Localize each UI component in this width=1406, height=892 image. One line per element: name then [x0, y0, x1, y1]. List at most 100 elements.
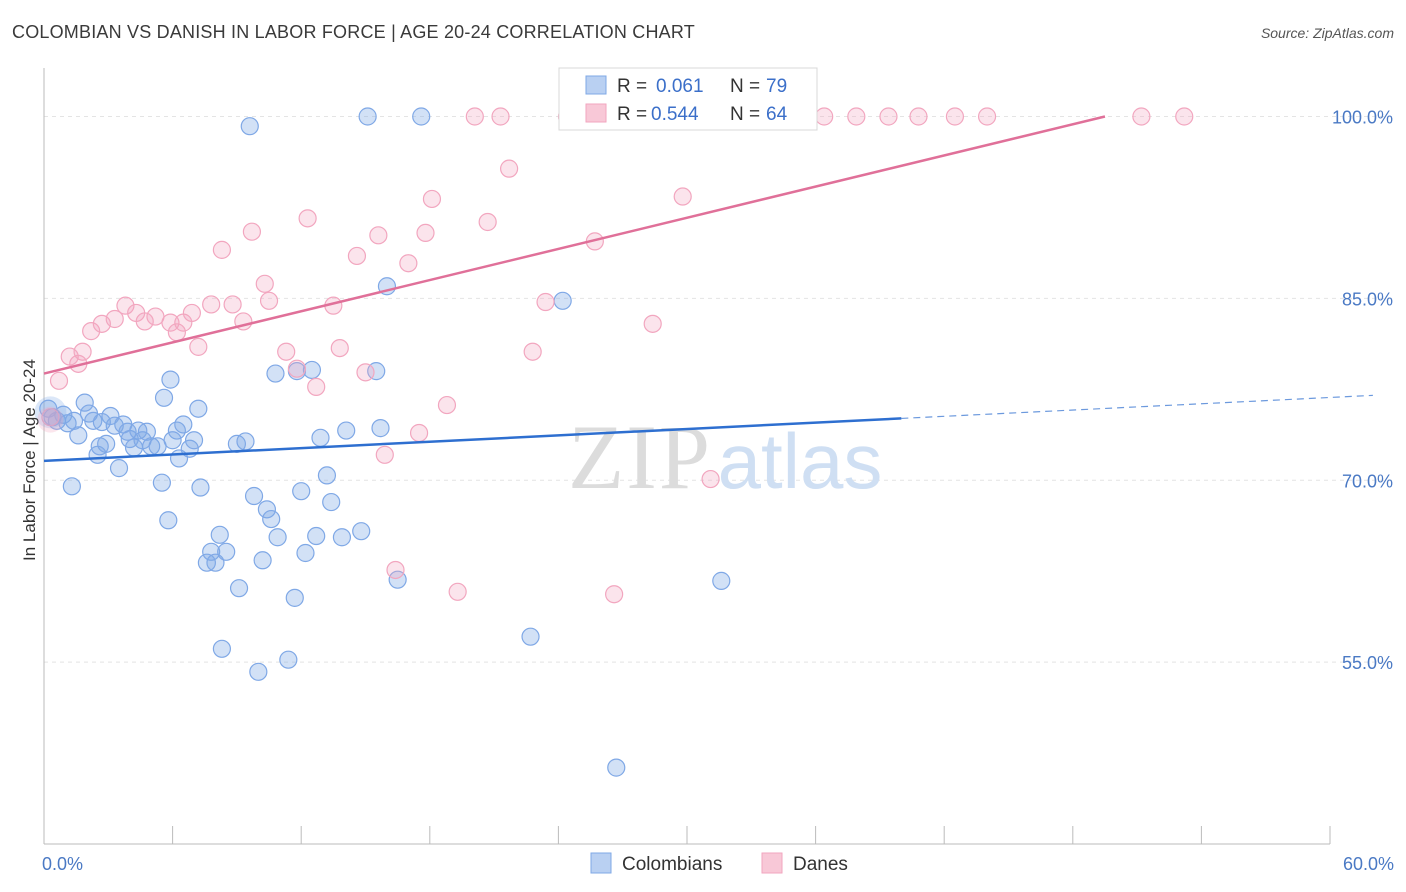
point-danes [212, 240, 231, 259]
point-colombians [64, 411, 84, 430]
point-colombians [75, 393, 94, 412]
point-colombians [352, 522, 371, 541]
legend-r-label-colombians: R = [617, 76, 647, 97]
point-danes [448, 582, 467, 601]
point-colombians [163, 431, 182, 450]
point-colombians [236, 432, 255, 451]
point-colombians [302, 360, 322, 380]
point-colombians [307, 526, 326, 546]
point-danes [945, 107, 965, 126]
point-colombians [257, 500, 277, 519]
point-colombians [154, 388, 174, 407]
point-colombians [217, 542, 236, 561]
y-tick-label: 55.0% [1342, 653, 1393, 673]
legend-r-label-danes: R = [617, 104, 647, 125]
point-danes [202, 295, 221, 314]
stats-legend: R = 0.061 N = 79 R = 0.544 N = 64 [558, 67, 818, 131]
point-colombians [249, 662, 268, 681]
chart-title: COLOMBIAN VS DANISH IN LABOR FORCE | AGE… [12, 22, 695, 42]
point-danes [255, 274, 274, 293]
point-danes [189, 337, 208, 356]
point-colombians-cluster [34, 396, 67, 429]
point-danes [41, 408, 60, 427]
point-colombians [152, 473, 171, 492]
point-danes [416, 223, 435, 242]
point-colombians [202, 542, 221, 561]
point-colombians [285, 588, 304, 607]
point-danes [422, 189, 442, 209]
trend-line-colombians [43, 417, 902, 463]
point-colombians [712, 571, 731, 590]
point-danes-cluster [37, 406, 64, 433]
point-danes [977, 107, 997, 126]
point-colombians [253, 551, 272, 570]
point-danes [369, 226, 388, 245]
point-danes [259, 291, 279, 310]
point-colombians [521, 627, 540, 646]
source-credit: Source: ZipAtlas.com [1260, 25, 1394, 41]
point-colombians [161, 370, 180, 389]
point-danes [536, 292, 555, 312]
watermark-zip: ZIP [568, 406, 712, 508]
y-axis-label: In Labor Force | Age 20-24 [20, 359, 39, 561]
point-danes [1132, 107, 1151, 126]
point-colombians [69, 426, 88, 445]
legend-r-value-colombians: 0.061 [656, 76, 704, 97]
point-colombians [296, 543, 315, 563]
point-danes [174, 313, 193, 332]
point-danes [356, 363, 375, 382]
point-colombians [279, 650, 298, 669]
point-danes [386, 560, 405, 580]
point-danes [605, 585, 624, 604]
watermark-atlas: atlas [718, 417, 883, 505]
point-danes [437, 395, 457, 415]
point-danes [277, 342, 296, 361]
point-danes [847, 107, 866, 126]
y-tick-label: 70.0% [1342, 471, 1393, 491]
point-danes [523, 342, 542, 361]
point-danes [701, 469, 720, 489]
point-danes [82, 322, 101, 341]
point-colombians [92, 412, 111, 432]
point-colombians [332, 528, 352, 547]
point-danes [242, 222, 262, 241]
point-danes [49, 371, 69, 390]
point-colombians [268, 528, 287, 547]
point-colombians [97, 434, 116, 453]
point-danes [287, 359, 307, 378]
point-colombians [317, 466, 337, 485]
point-danes [643, 314, 662, 333]
series-legend: Colombians Danes [590, 852, 848, 875]
point-danes [105, 309, 124, 329]
point-colombians [371, 419, 390, 438]
series-legend-swatch-danes [761, 852, 783, 874]
tick-labels: 100.0% 85.0% 70.0% 55.0% 0.0% 60.0% [42, 108, 1394, 875]
point-danes [815, 107, 834, 126]
series-legend-danes: Danes [793, 854, 848, 875]
point-danes [1175, 107, 1194, 126]
trend-line-colombians-extension [901, 394, 1373, 420]
trend-line-danes [43, 115, 1106, 375]
point-danes [478, 212, 497, 232]
series-legend-colombians: Colombians [622, 854, 722, 875]
point-colombians [189, 399, 208, 418]
point-danes [879, 107, 898, 126]
point-colombians [266, 364, 285, 383]
point-colombians [229, 579, 249, 598]
point-danes [500, 159, 519, 178]
point-colombians [137, 422, 156, 441]
point-colombians [553, 291, 572, 310]
point-danes [409, 423, 429, 443]
point-colombians [191, 478, 210, 497]
point-colombians [109, 459, 129, 478]
point-colombians [311, 428, 330, 447]
point-danes [161, 313, 180, 332]
point-colombians [240, 117, 259, 136]
series-legend-swatch-colombians [590, 852, 612, 874]
point-danes [330, 338, 349, 358]
x-tick-label: 0.0% [42, 854, 83, 874]
point-danes [307, 377, 326, 396]
point-danes [135, 312, 154, 331]
legend-swatch-colombians [585, 75, 607, 95]
